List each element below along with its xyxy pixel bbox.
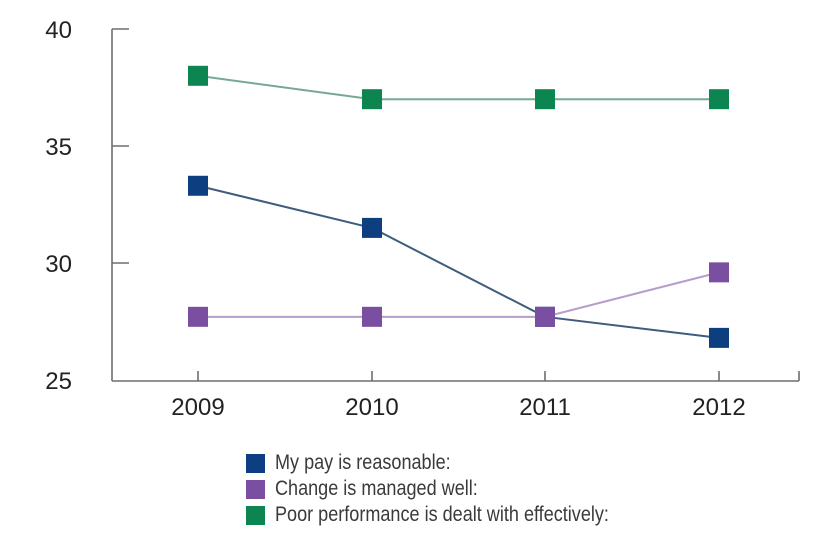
legend-swatch — [246, 453, 265, 473]
legend-item: Change is managed well: — [246, 476, 663, 502]
y-tick-label: 25 — [45, 368, 72, 395]
series-group — [188, 65, 729, 348]
series-1-marker — [709, 327, 729, 348]
series-line-3 — [197, 74, 719, 101]
series-1-marker — [188, 175, 208, 196]
x-tick-label: 2012 — [692, 394, 745, 421]
x-tick-label: 2010 — [345, 394, 398, 421]
y-axis-ticks: 25 30 35 40 — [45, 17, 129, 395]
legend-label: My pay is reasonable: — [275, 451, 451, 474]
legend-label: Change is managed well: — [275, 477, 478, 500]
series-2-marker — [362, 306, 382, 327]
series-3-marker — [362, 89, 382, 110]
x-tick-label: 2011 — [519, 394, 571, 421]
y-tick-label: 40 — [45, 17, 72, 44]
legend-item: Poor performance is dealt with effective… — [246, 502, 663, 528]
series-line-1 — [197, 184, 720, 339]
series-1-marker — [362, 217, 382, 238]
legend: My pay is reasonable: Change is managed w… — [246, 450, 663, 528]
axes — [111, 29, 800, 382]
x-axis-ticks: 2009 2010 2011 2012 — [171, 371, 746, 421]
series-2-marker — [188, 306, 208, 327]
series-2-marker — [709, 262, 729, 283]
y-tick-label: 30 — [45, 251, 72, 278]
series-3-marker — [188, 65, 208, 86]
legend-swatch — [246, 479, 265, 499]
series-3-marker — [709, 89, 729, 110]
series-2-marker — [535, 306, 555, 327]
legend-swatch — [246, 505, 265, 525]
legend-label: Poor performance is dealt with effective… — [275, 503, 609, 526]
series-line-2 — [198, 271, 720, 318]
y-tick-label: 35 — [45, 134, 72, 161]
x-tick-label: 2009 — [171, 394, 224, 421]
legend-item: My pay is reasonable: — [246, 450, 663, 476]
series-3-marker — [535, 89, 555, 110]
